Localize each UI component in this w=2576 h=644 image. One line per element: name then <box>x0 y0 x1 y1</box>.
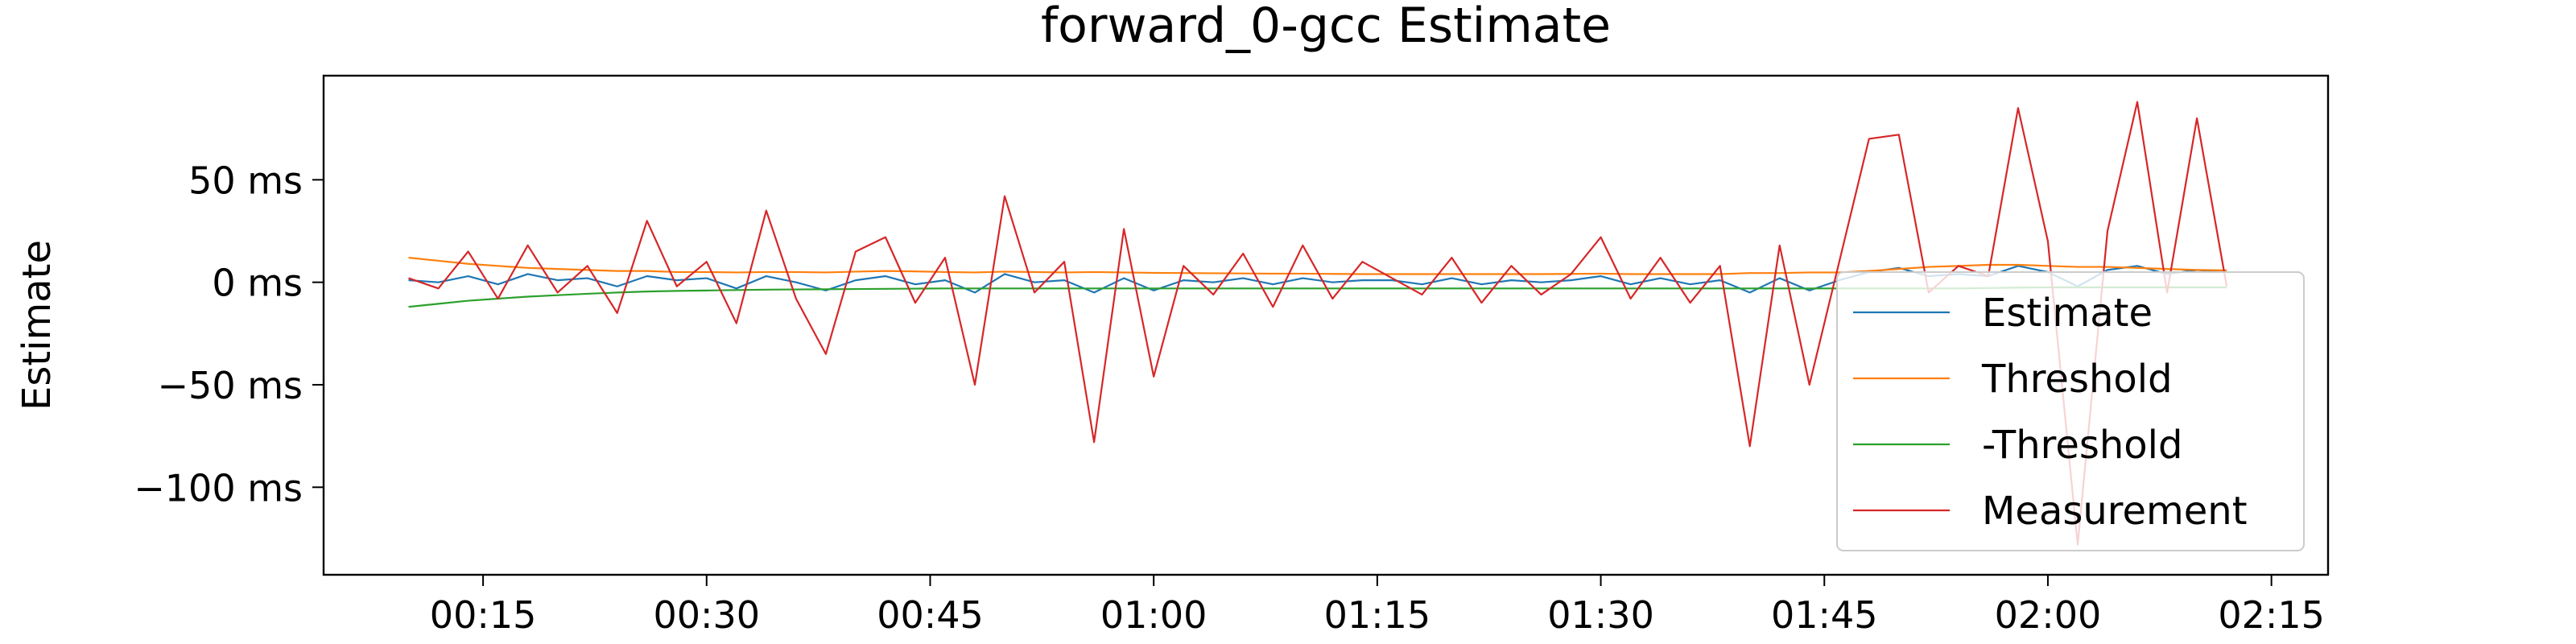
legend-label: Measurement <box>1982 489 2248 534</box>
y-tick-label: −100 ms <box>134 466 303 510</box>
y-tick-label: 0 ms <box>212 262 303 305</box>
x-tick-label: 00:30 <box>653 593 760 637</box>
x-tick-label: 01:30 <box>1547 593 1654 637</box>
y-tick-label: 50 ms <box>188 159 303 202</box>
plot-frame <box>322 74 2330 576</box>
legend-label: Threshold <box>1981 357 2173 402</box>
y-tick-label: −50 ms <box>158 364 303 407</box>
x-tick-label: 00:15 <box>430 593 537 637</box>
legend-label: -Threshold <box>1982 423 2182 468</box>
x-tick-label: 02:15 <box>2218 593 2325 637</box>
x-tick-label: 01:00 <box>1100 593 1208 637</box>
series-line <box>408 101 2228 546</box>
chart-title: forward_0-gcc Estimate <box>1041 0 1611 54</box>
x-tick-label: 01:15 <box>1324 593 1431 637</box>
legend: Estimate Threshold -Threshold Measurement <box>1836 271 2305 551</box>
legend-label: Estimate <box>1982 291 2153 336</box>
legend-box <box>1836 271 2305 551</box>
y-axis-label: Estimate <box>14 240 60 411</box>
x-tick-label: 01:45 <box>1771 593 1878 637</box>
x-tick-label: 00:45 <box>877 593 984 637</box>
x-tick-label: 02:00 <box>1995 593 2102 637</box>
